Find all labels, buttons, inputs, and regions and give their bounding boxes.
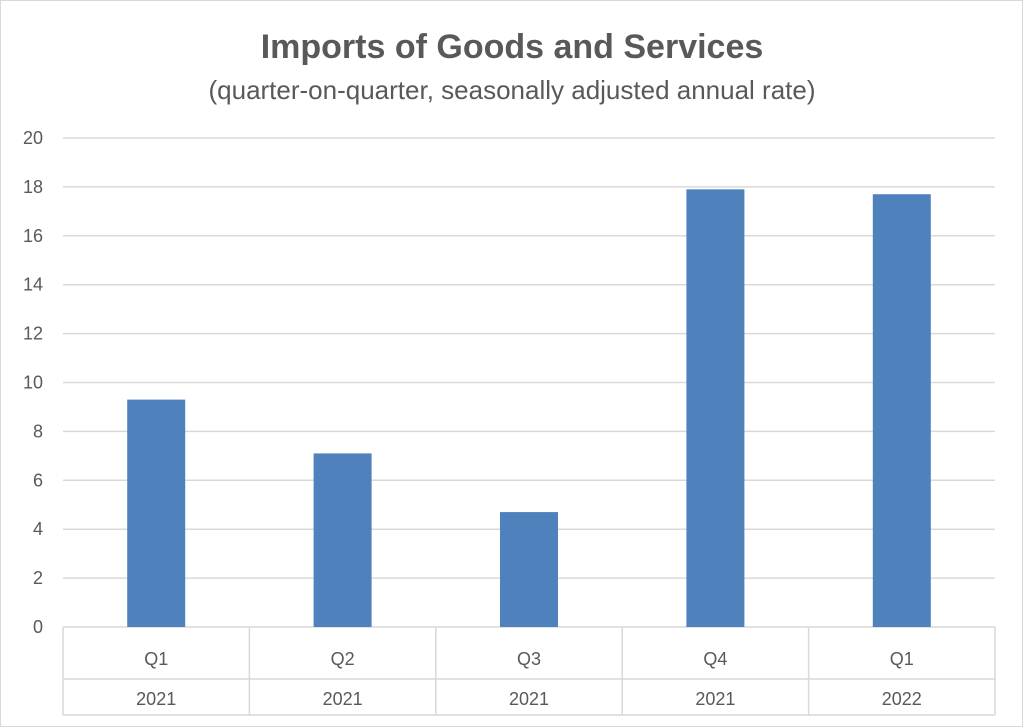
x-tick-label-quarter: Q4: [703, 649, 727, 669]
x-tick-label-quarter: Q1: [890, 649, 914, 669]
y-tick-label: 16: [23, 226, 43, 246]
y-tick-label: 8: [33, 421, 43, 441]
chart-title: Imports of Goods and Services: [261, 28, 764, 66]
y-tick-label: 20: [23, 128, 43, 148]
x-axis: Q1 2021 Q2 2021 Q3 2021 Q4 2021 Q1 2022: [62, 627, 996, 716]
y-tick-label: 0: [33, 617, 43, 637]
x-tick-label-year: 2021: [323, 689, 363, 709]
gridlines: [63, 137, 995, 628]
x-tick-label-year: 2022: [882, 689, 922, 709]
bars: [127, 189, 931, 628]
x-tick-label-quarter: Q3: [517, 649, 541, 669]
y-tick-label: 6: [33, 470, 43, 490]
bar-q2-2021: [313, 453, 372, 627]
y-tick-label: 4: [33, 519, 43, 539]
chart-subtitle: (quarter-on-quarter, seasonally adjusted…: [208, 75, 815, 105]
x-tick-label-year: 2021: [695, 689, 735, 709]
y-tick-label: 2: [33, 568, 43, 588]
y-axis-tick-labels: 0 2 4 6 8 10 12 14 16 18 20: [23, 128, 43, 637]
y-tick-label: 10: [23, 373, 43, 393]
y-tick-label: 18: [23, 177, 43, 197]
x-tick-label-quarter: Q2: [331, 649, 355, 669]
bar-q4-2021: [686, 189, 745, 627]
bar-q1-2021: [127, 399, 186, 627]
x-tick-label-quarter: Q1: [144, 649, 168, 669]
bar-q1-2022: [872, 194, 931, 628]
x-tick-label-year: 2021: [509, 689, 549, 709]
y-tick-label: 14: [23, 275, 43, 295]
bar-q3-2021: [500, 512, 558, 627]
x-tick-label-year: 2021: [136, 689, 176, 709]
y-tick-label: 12: [23, 324, 43, 344]
